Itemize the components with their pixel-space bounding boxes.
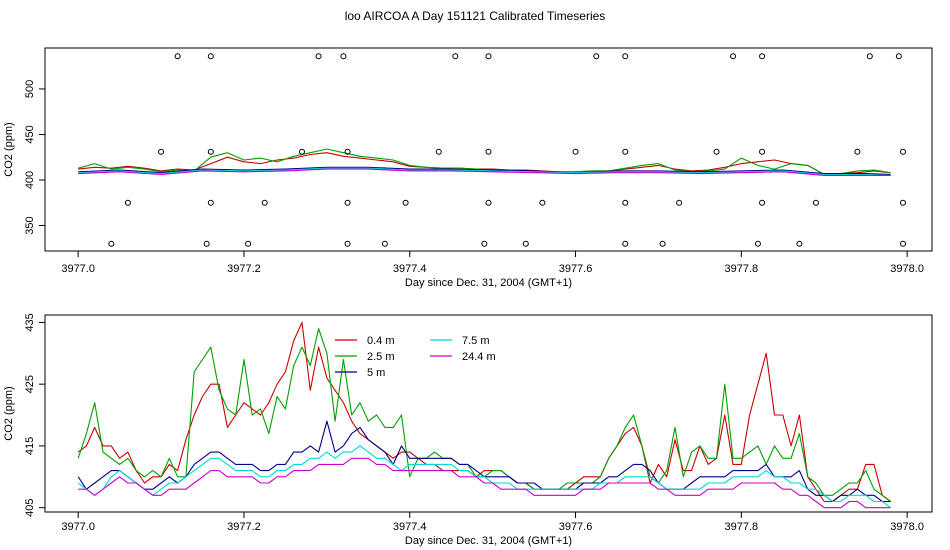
y-tick-label: 450	[24, 125, 36, 143]
data-point	[676, 199, 683, 206]
x-tick-label: 3977.2	[227, 263, 261, 275]
data-point	[108, 240, 115, 247]
data-point	[539, 199, 546, 206]
data-point	[812, 199, 819, 206]
y-tick-label: 415	[24, 437, 36, 455]
data-point	[452, 53, 459, 60]
legend-label: 2.5 m	[367, 351, 395, 363]
data-point	[261, 199, 268, 206]
data-point	[124, 199, 131, 206]
data-point	[713, 148, 720, 155]
data-point	[481, 240, 488, 247]
data-point	[203, 240, 210, 247]
series-line-7-5-m	[77, 445, 891, 509]
series-line-2	[78, 166, 891, 176]
x-tick-label: 3977.8	[725, 263, 759, 275]
x-tick-label: 3977.6	[559, 263, 593, 275]
data-point	[207, 199, 214, 206]
y-tick-label: 400	[24, 171, 36, 189]
y-tick-label: 405	[24, 498, 36, 516]
data-point	[593, 53, 600, 60]
series-line-3	[78, 167, 891, 176]
data-point	[899, 148, 906, 155]
data-point	[344, 240, 351, 247]
y-axis-label: CO2 (ppm)	[3, 386, 15, 440]
data-point	[522, 240, 529, 247]
x-tick-label: 3977.4	[393, 263, 427, 275]
legend-label: 5 m	[367, 367, 385, 379]
x-tick-label: 3977.2	[227, 521, 261, 533]
data-point	[895, 53, 902, 60]
data-point	[622, 240, 629, 247]
x-tick-label: 3977.6	[559, 521, 593, 533]
data-point	[899, 240, 906, 247]
data-point	[340, 53, 347, 60]
series-line-0-4-m	[77, 321, 891, 503]
data-point	[435, 148, 442, 155]
data-point	[659, 240, 666, 247]
data-point	[796, 240, 803, 247]
bottom-panel: 3977.0 3977.2 3977.4 3977.6 3977.8 3978.0 405 4…	[3, 313, 933, 547]
x-tick-label: 3977.0	[61, 521, 95, 533]
data-point	[245, 240, 252, 247]
data-point	[622, 199, 629, 206]
data-point	[622, 53, 629, 60]
data-point	[754, 240, 761, 247]
data-point	[485, 53, 492, 60]
data-point	[899, 199, 906, 206]
plot-frame	[44, 47, 933, 252]
data-point	[730, 53, 737, 60]
data-point	[759, 53, 766, 60]
data-point	[759, 199, 766, 206]
y-tick-label: 435	[24, 313, 36, 331]
y-tick-label: 350	[24, 216, 36, 234]
x-tick-label: 3977.8	[725, 521, 759, 533]
plot-frame	[44, 314, 933, 513]
data-point	[485, 199, 492, 206]
plot-area	[77, 321, 891, 509]
series-line-24-4-m	[78, 457, 891, 509]
data-point	[866, 53, 873, 60]
data-point	[381, 240, 388, 247]
series-line-4	[78, 168, 891, 176]
top-panel: 3977.0 3977.2 3977.4 3977.6 3977.8 3978.0 350 4…	[3, 47, 933, 289]
data-point	[344, 148, 351, 155]
x-tick-label: 3977.4	[393, 521, 427, 533]
x-axis-label: Day since Dec. 31, 2004 (GMT+1)	[405, 535, 572, 547]
plot-area	[78, 53, 906, 247]
data-point	[207, 148, 214, 155]
legend-label: 24.4 m	[462, 351, 496, 363]
data-point	[402, 199, 409, 206]
data-point	[622, 148, 629, 155]
data-point	[158, 148, 165, 155]
legend-label: 7.5 m	[462, 335, 490, 347]
series-line-5-m	[77, 420, 891, 503]
y-tick-label: 425	[24, 375, 36, 393]
legend-label: 0.4 m	[367, 335, 395, 347]
data-point	[207, 53, 214, 60]
chart-title: loo AIRCOA A Day 151121 Calibrated Times…	[345, 9, 606, 23]
data-point	[315, 53, 322, 60]
data-point	[572, 148, 579, 155]
data-point	[854, 148, 861, 155]
y-tick-label: 500	[24, 80, 36, 98]
data-point	[344, 199, 351, 206]
data-point	[485, 148, 492, 155]
data-point	[298, 148, 305, 155]
x-axis-label: Day since Dec. 31, 2004 (GMT+1)	[405, 277, 572, 289]
x-tick-label: 3978.0	[890, 521, 924, 533]
data-point	[174, 53, 181, 60]
x-tick-label: 3978.0	[890, 263, 924, 275]
x-tick-label: 3977.0	[61, 263, 95, 275]
y-axis-label: CO2 (ppm)	[3, 122, 15, 176]
data-point	[759, 148, 766, 155]
